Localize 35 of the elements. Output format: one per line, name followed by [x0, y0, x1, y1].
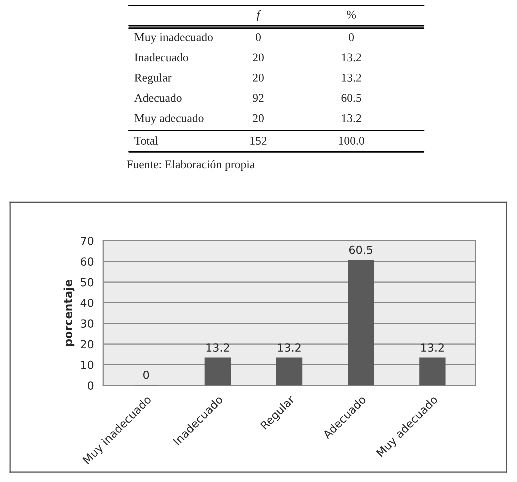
- data-label: 0: [256, 33, 261, 42]
- category-label: Muy inadecuado: [134, 33, 213, 44]
- data-label: 152: [250, 137, 267, 145]
- category-label: Inadecuado: [134, 53, 188, 62]
- data-label: 0: [144, 370, 150, 380]
- category-label: Adecuado: [134, 94, 182, 102]
- source-note: Fuente: Elaboración propia: [127, 160, 256, 171]
- data-label: 20: [253, 74, 264, 82]
- data-label: 92: [252, 94, 264, 102]
- data-label: 13.2: [422, 344, 444, 352]
- data-label: 13.2: [342, 54, 362, 62]
- y-tick-label: 40: [80, 298, 94, 308]
- y-tick-label: 60: [81, 258, 94, 266]
- y-axis-title: porcentaje: [64, 280, 75, 346]
- data-label: 0: [349, 33, 354, 42]
- data-label: 20: [253, 54, 264, 62]
- data-label: 20: [253, 114, 264, 122]
- category-label: Regular: [134, 74, 172, 84]
- y-tick-label: 70: [81, 236, 94, 246]
- data-label: 13.2: [206, 344, 230, 352]
- y-tick-label: 30: [81, 320, 94, 328]
- data-label: 100.0: [339, 136, 364, 146]
- category-label: Total: [134, 136, 158, 145]
- data-label: 60.5: [342, 94, 362, 102]
- y-tick-label: 10: [81, 360, 94, 370]
- text: %: [347, 10, 356, 19]
- data-label: 13.2: [278, 344, 301, 352]
- data-label: 60.5: [350, 246, 373, 254]
- data-label: 13.2: [342, 114, 362, 122]
- y-tick-label: 20: [81, 340, 94, 349]
- category-label: Muy adecuado: [134, 114, 204, 125]
- y-tick-label: 50: [81, 278, 94, 287]
- text: f: [256, 10, 262, 22]
- data-label: 13.2: [342, 74, 362, 82]
- y-tick-label: 0: [88, 382, 94, 390]
